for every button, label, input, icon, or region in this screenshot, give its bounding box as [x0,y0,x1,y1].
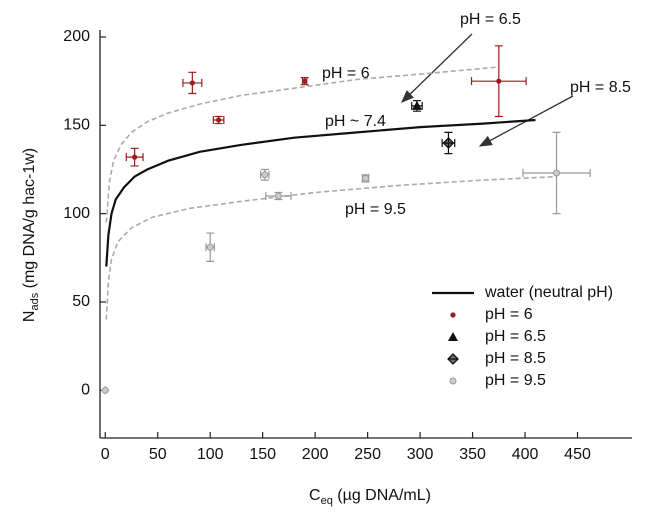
y-axis-label-sub: ads [29,292,41,310]
annotation: pH = 6 [322,65,370,82]
x-axis-label-rest: (µg DNA/mL) [333,487,431,504]
legend-label: pH = 6.5 [485,328,546,345]
y-axis-label-main: N [21,311,38,323]
legend-swatch [449,377,457,385]
marker [411,100,422,110]
x-tick-label: 200 [302,446,329,463]
marker [496,78,502,84]
x-tick-label: 300 [407,446,434,463]
marker [132,154,138,160]
annotation: pH ~ 7.4 [325,113,386,130]
marker [362,174,370,182]
marker [215,117,222,123]
marker [189,80,195,86]
marker [101,386,109,394]
x-tick-label: 50 [149,446,167,463]
legend-label: water (neutral pH) [484,284,613,301]
x-tick-label: 0 [101,446,110,463]
annotation: pH = 8.5 [570,79,631,96]
y-tick-label: 200 [63,28,90,45]
x-axis-label: Ceq (µg DNA/mL) [309,487,431,507]
annotation: pH = 6.5 [460,11,521,28]
legend-label: pH = 9.5 [485,372,546,389]
x-tick-label: 350 [459,446,486,463]
legend-swatch [450,312,456,318]
y-axis-label: Nads (mg DNA/g hac-1w) [21,148,41,322]
y-tick-label: 100 [63,205,90,222]
x-axis-label-main: C [309,487,321,504]
x-tick-label: 400 [512,446,539,463]
x-axis-label-sub: eq [321,495,333,507]
x-tick-label: 150 [249,446,276,463]
legend-swatch [448,332,458,341]
marker [206,243,214,251]
legend-swatch [447,353,459,365]
y-tick-label: 0 [81,382,90,399]
x-tick-label: 250 [354,446,381,463]
legend-label: pH = 8.5 [485,350,546,367]
marker [553,169,561,177]
legend-label: pH = 6 [485,306,533,323]
fit-curve [105,175,557,320]
y-tick-label: 50 [72,293,90,310]
marker [261,171,269,179]
x-tick-label: 450 [564,446,591,463]
marker [442,137,455,149]
fit-curve [105,66,499,223]
annotation-arrow [401,33,473,103]
x-tick-label: 100 [197,446,224,463]
marker [274,192,282,200]
line [105,118,536,267]
y-tick-label: 150 [63,117,90,134]
annotation: pH = 9.5 [345,201,406,218]
marker [302,78,308,84]
y-axis-label-rest: (mg DNA/g hac-1w) [21,148,38,293]
